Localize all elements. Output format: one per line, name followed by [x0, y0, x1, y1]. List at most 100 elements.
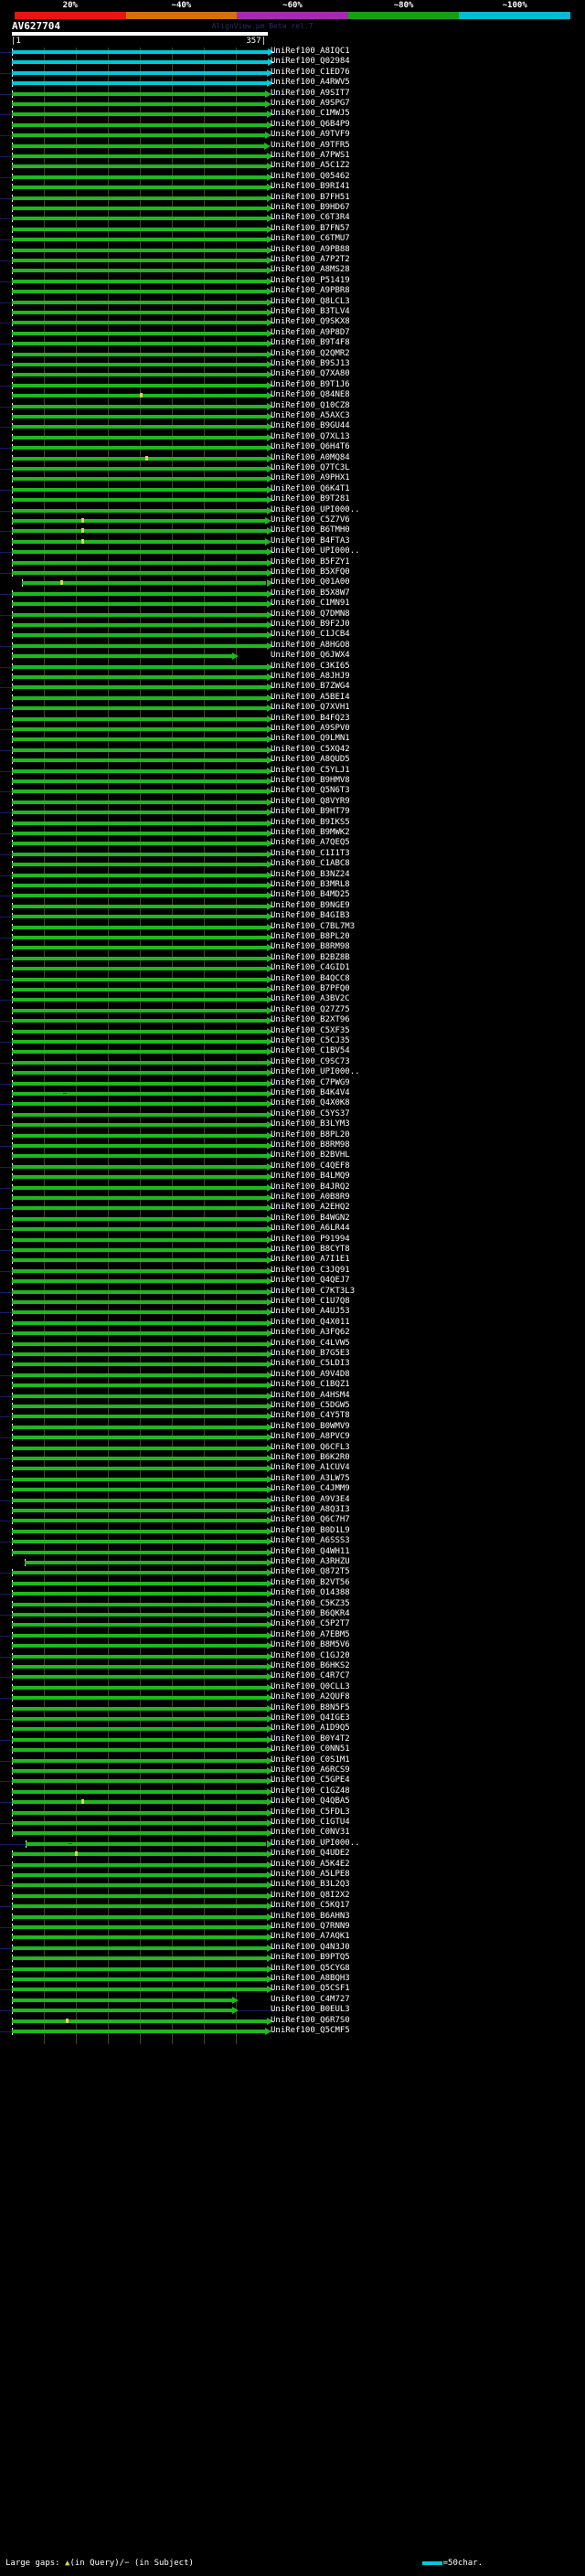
- alignment-bar[interactable]: [12, 1123, 267, 1127]
- alignment-bar[interactable]: [12, 988, 267, 991]
- alignment-bar[interactable]: [12, 175, 267, 179]
- alignment-bar[interactable]: [12, 592, 267, 596]
- alignment-bar[interactable]: [12, 822, 267, 825]
- hit-label[interactable]: UniRef100_Q5CYG8: [271, 1964, 350, 1973]
- hit-label[interactable]: UniRef100_B0EUL3: [271, 2005, 350, 2014]
- hit-label[interactable]: UniRef100_C5CJ35: [271, 1036, 350, 1045]
- alignment-bar[interactable]: [12, 1488, 267, 1491]
- hit-label[interactable]: UniRef100_A9PB88: [271, 245, 350, 254]
- hit-label[interactable]: UniRef100_Q4QEJ7: [271, 1276, 350, 1285]
- alignment-bar[interactable]: [12, 144, 264, 148]
- hit-label[interactable]: UniRef100_C5KZ35: [271, 1599, 350, 1608]
- alignment-bar[interactable]: [12, 1248, 267, 1252]
- alignment-bar[interactable]: [12, 737, 267, 741]
- hit-label[interactable]: UniRef100_C3JQ91: [271, 1266, 350, 1275]
- alignment-bar[interactable]: [12, 1175, 267, 1179]
- alignment-bar[interactable]: [12, 1447, 267, 1450]
- alignment-bar[interactable]: [12, 81, 267, 85]
- hit-label[interactable]: UniRef100_Q05462: [271, 172, 350, 181]
- hit-label[interactable]: UniRef100_C4JMM9: [271, 1484, 350, 1493]
- hit-label[interactable]: UniRef100_Q2QMR2: [271, 349, 350, 358]
- hit-label[interactable]: UniRef100_Q7DMN8: [271, 610, 350, 619]
- hit-label[interactable]: UniRef100_A7I1E1: [271, 1255, 350, 1264]
- hit-label[interactable]: UniRef100_B0Y4T2: [271, 1734, 350, 1744]
- alignment-bar[interactable]: [12, 1675, 267, 1679]
- hit-label[interactable]: UniRef100_B5X8W7: [271, 588, 350, 598]
- alignment-bar[interactable]: [12, 946, 267, 949]
- hit-label[interactable]: UniRef100_B7FN57: [271, 224, 350, 233]
- alignment-bar[interactable]: [12, 1478, 267, 1481]
- alignment-bar[interactable]: [12, 1092, 267, 1096]
- alignment-bar[interactable]: [12, 1686, 267, 1690]
- alignment-bar[interactable]: [12, 561, 267, 565]
- hit-label[interactable]: UniRef100_B7ZWG4: [271, 682, 350, 691]
- hit-label[interactable]: UniRef100_C1JCB4: [271, 630, 350, 639]
- alignment-bar[interactable]: [12, 425, 267, 429]
- hit-label[interactable]: UniRef100_C4GID1: [271, 963, 350, 972]
- alignment-bar[interactable]: [12, 2030, 265, 2033]
- hit-label[interactable]: UniRef100_B9GU44: [271, 421, 350, 430]
- alignment-bar[interactable]: [12, 1998, 232, 2002]
- alignment-bar[interactable]: [12, 1102, 267, 1106]
- alignment-bar[interactable]: [12, 1300, 267, 1304]
- alignment-bar[interactable]: [12, 613, 267, 617]
- hit-label[interactable]: UniRef100_B3TLV4: [271, 307, 350, 316]
- hit-label[interactable]: UniRef100_A8PVC9: [271, 1432, 350, 1441]
- alignment-bar[interactable]: [12, 811, 267, 814]
- hit-label[interactable]: UniRef100_A8BQH3: [271, 1974, 350, 1983]
- hit-label[interactable]: UniRef100_B7PFQ0: [271, 984, 350, 993]
- hit-label[interactable]: UniRef100_C5KQ17: [271, 1901, 350, 1910]
- hit-label[interactable]: UniRef100_C1MN91: [271, 599, 350, 608]
- alignment-bar[interactable]: [12, 1362, 267, 1366]
- hit-label[interactable]: UniRef100_Q4X011: [271, 1318, 350, 1327]
- hit-label[interactable]: UniRef100_B9T4F8: [271, 338, 350, 347]
- alignment-bar[interactable]: [12, 217, 267, 220]
- hit-label[interactable]: UniRef100_B4GIB3: [271, 911, 350, 920]
- alignment-bar[interactable]: [12, 748, 267, 752]
- alignment-bar[interactable]: [22, 581, 266, 585]
- hit-label[interactable]: UniRef100_Q7XL13: [271, 432, 350, 441]
- alignment-bar[interactable]: [12, 644, 267, 648]
- hit-label[interactable]: UniRef100_Q9LMN1: [271, 734, 350, 743]
- alignment-bar[interactable]: [12, 1071, 267, 1075]
- alignment-bar[interactable]: [12, 1206, 267, 1210]
- hit-label[interactable]: UniRef100_Q6JWX4: [271, 651, 350, 660]
- alignment-bar[interactable]: [12, 1956, 267, 1960]
- alignment-bar[interactable]: [12, 758, 267, 762]
- hit-label[interactable]: UniRef100_Q01A00: [271, 578, 350, 587]
- hit-label[interactable]: UniRef100_B9T281: [271, 494, 350, 504]
- alignment-bar[interactable]: [12, 133, 265, 137]
- alignment-bar[interactable]: [12, 1592, 267, 1595]
- hit-label[interactable]: UniRef100_Q6B4P9: [271, 120, 350, 129]
- hit-label[interactable]: UniRef100_A8IQC1: [271, 47, 350, 56]
- hit-label[interactable]: UniRef100_C9SC73: [271, 1057, 350, 1066]
- alignment-bar[interactable]: [12, 1467, 267, 1470]
- hit-label[interactable]: UniRef100_A5AXC3: [271, 411, 350, 420]
- alignment-bar[interactable]: [12, 228, 267, 231]
- alignment-bar[interactable]: [12, 1238, 267, 1242]
- alignment-bar[interactable]: [12, 332, 267, 335]
- alignment-bar[interactable]: [12, 1623, 267, 1627]
- alignment-bar[interactable]: [12, 1717, 267, 1721]
- hit-label[interactable]: UniRef100_A9V3E4: [271, 1495, 350, 1504]
- alignment-bar[interactable]: [12, 1352, 267, 1356]
- hit-label[interactable]: UniRef100_B3MRL8: [271, 880, 350, 889]
- hit-label[interactable]: UniRef100_A3BV2C: [271, 994, 350, 1003]
- hit-label[interactable]: UniRef100_Q6K4T1: [271, 484, 350, 493]
- hit-label[interactable]: UniRef100_C3KI65: [271, 662, 350, 671]
- hit-label[interactable]: UniRef100_B9NGE9: [271, 901, 350, 910]
- hit-label[interactable]: UniRef100_B9F2J0: [271, 620, 350, 629]
- alignment-bar[interactable]: [12, 1331, 267, 1335]
- hit-label[interactable]: UniRef100_B4K4V4: [271, 1088, 350, 1097]
- hit-label[interactable]: UniRef100_Q27Z75: [271, 1005, 350, 1014]
- alignment-bar[interactable]: [12, 1935, 267, 1939]
- hit-label[interactable]: UniRef100_B4MD25: [271, 890, 350, 899]
- alignment-bar[interactable]: [12, 1540, 267, 1543]
- hit-label[interactable]: UniRef100_B6AHN3: [271, 1912, 350, 1921]
- hit-label[interactable]: UniRef100_Q4X0K8: [271, 1098, 350, 1108]
- alignment-bar[interactable]: [12, 717, 267, 721]
- hit-label[interactable]: UniRef100_Q5CMF5: [271, 2026, 350, 2035]
- hit-label[interactable]: UniRef100_UPI000..: [271, 1839, 360, 1848]
- hit-label[interactable]: UniRef100_C5LDI3: [271, 1359, 350, 1368]
- hit-label[interactable]: UniRef100_A7PWS1: [271, 151, 350, 160]
